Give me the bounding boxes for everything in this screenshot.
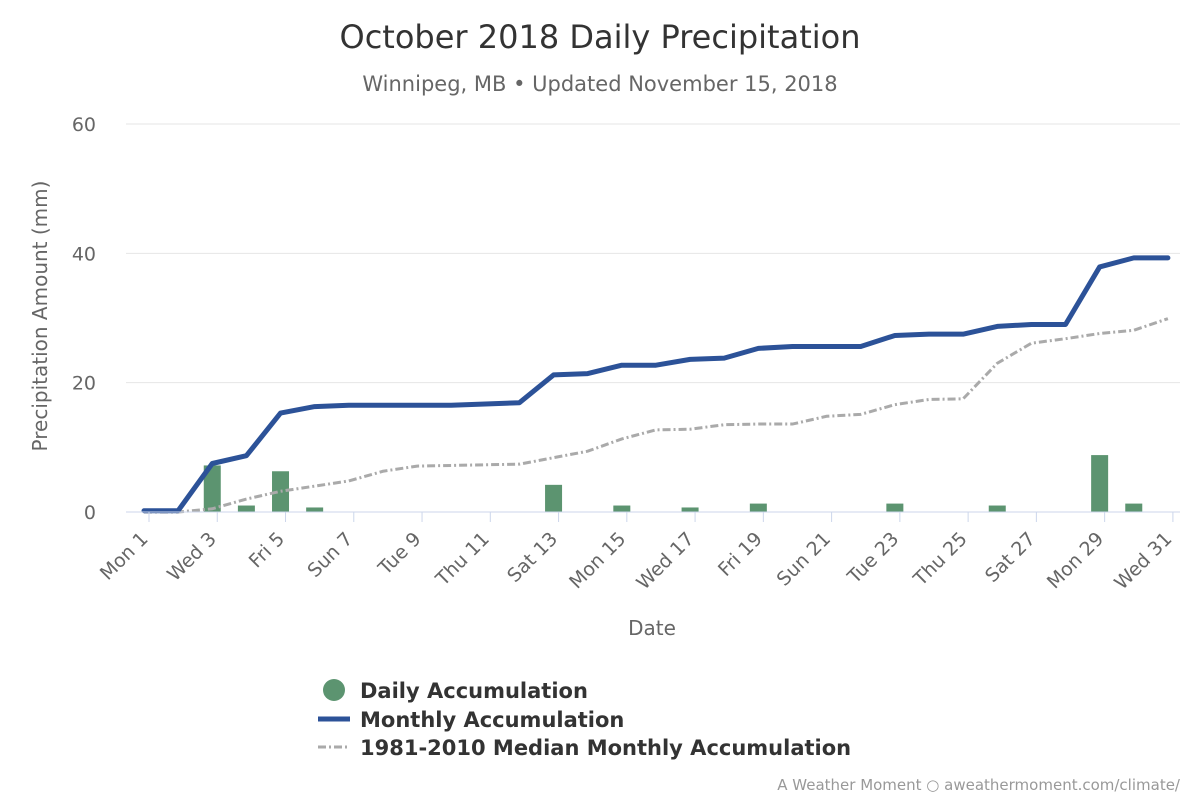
y-tick-label: 20 [72, 373, 96, 395]
legend-daily-symbol [323, 679, 345, 701]
median-accumulation-line[interactable] [144, 317, 1169, 514]
daily-bar[interactable] [681, 507, 699, 512]
chart-subtitle: Winnipeg, MB • Updated November 15, 2018 [362, 72, 837, 96]
daily-bar[interactable] [545, 484, 563, 512]
daily-bar[interactable] [306, 507, 324, 512]
x-tick-label: Sat 13 [503, 528, 562, 587]
y-axis: 0 20 40 60 [72, 114, 96, 524]
x-tick-label: Sun 7 [303, 528, 357, 582]
daily-bar[interactable] [237, 505, 255, 512]
chart-title: October 2018 Daily Precipitation [340, 18, 861, 56]
daily-bars [203, 455, 1143, 512]
x-tick-label: Tue 23 [843, 528, 904, 589]
x-tick-label: Sat 27 [981, 528, 1040, 587]
x-tick-label: Fri 19 [714, 528, 767, 581]
x-tick-label: Wed 3 [163, 528, 221, 586]
x-tick-label: Wed 31 [1110, 528, 1176, 594]
daily-bar[interactable] [749, 503, 767, 512]
y-axis-title: Precipitation Amount (mm) [28, 181, 52, 452]
x-tick-label: Wed 17 [632, 528, 698, 594]
legend-item-median[interactable]: 1981-2010 Median Monthly Accumulation [318, 736, 851, 760]
daily-bar[interactable] [203, 465, 221, 512]
daily-bar[interactable] [1125, 503, 1143, 512]
daily-bar[interactable] [988, 505, 1006, 512]
y-tick-label: 0 [84, 502, 96, 524]
daily-bar[interactable] [613, 505, 631, 512]
daily-bar[interactable] [1091, 455, 1109, 512]
x-axis: Mon 1 Wed 3 Fri 5 Sun 7 Tue 9 Thu 11 Sat 13 Mon… [96, 511, 1180, 594]
accumulation-lines [141, 255, 1171, 514]
x-tick-label: Thu 25 [909, 528, 972, 591]
x-tick-label: Mon 1 [96, 528, 153, 585]
x-tick-label: Sun 21 [773, 528, 835, 590]
monthly-accumulation-line[interactable] [141, 255, 1171, 514]
daily-bar[interactable] [272, 471, 290, 512]
y-tick-label: 40 [72, 243, 96, 265]
credit-text[interactable]: A Weather Moment ○ aweathermoment.com/cl… [777, 776, 1181, 794]
legend[interactable]: Daily Accumulation Monthly Accumulation … [318, 679, 851, 760]
legend-daily-label: Daily Accumulation [360, 679, 588, 703]
legend-monthly-label: Monthly Accumulation [360, 708, 624, 732]
daily-bar[interactable] [886, 503, 904, 512]
x-tick-label: Fri 5 [245, 528, 289, 572]
y-tick-label: 60 [72, 114, 96, 136]
gridlines [126, 123, 1180, 384]
x-tick-label: Mon 29 [1043, 528, 1108, 593]
x-tick-label: Thu 11 [431, 528, 494, 591]
legend-median-label: 1981-2010 Median Monthly Accumulation [360, 736, 851, 760]
x-axis-title: Date [628, 616, 676, 640]
x-tick-label: Mon 15 [565, 528, 630, 593]
legend-item-monthly[interactable]: Monthly Accumulation [318, 708, 624, 732]
x-tick-label: Tue 9 [374, 528, 426, 580]
legend-item-daily[interactable]: Daily Accumulation [323, 679, 588, 703]
